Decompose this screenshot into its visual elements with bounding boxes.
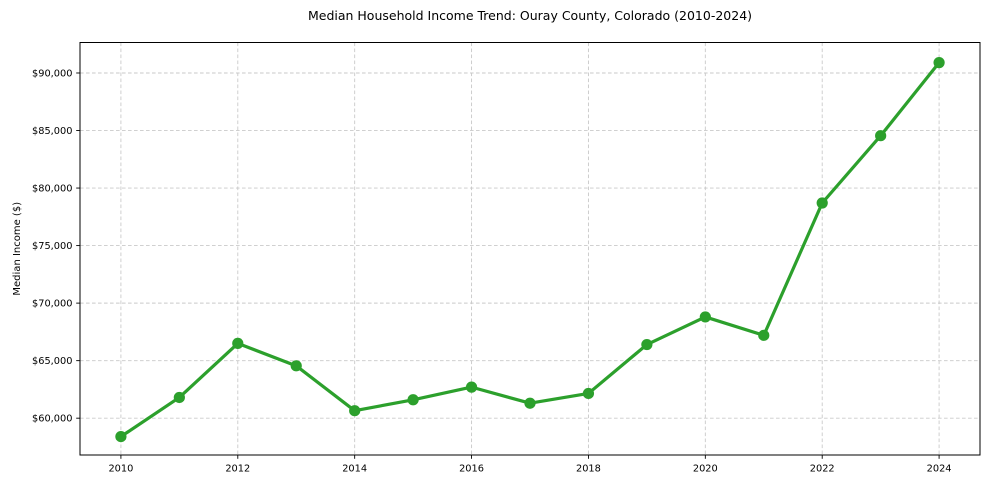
data-point-2017 (524, 397, 536, 409)
data-point-2018 (582, 387, 595, 400)
x-tick-label-2014: 2014 (342, 464, 367, 475)
data-point-2012 (232, 337, 244, 349)
data-point-2013 (290, 360, 302, 372)
data-point-2016 (465, 381, 478, 393)
data-point-2022 (816, 197, 828, 209)
chart-title: Median Household Income Trend: Ouray Cou… (308, 8, 752, 23)
gridlines (80, 42, 980, 455)
data-point-2014 (349, 405, 361, 417)
x-tick-label-2022: 2022 (810, 464, 835, 475)
y-tick-label-65000: $65,000 (32, 356, 73, 367)
x-tick-label-2016: 2016 (459, 464, 484, 475)
data-point-2019 (641, 338, 653, 351)
axes: 2010 2012 2014 2016 2018 2020 2022 2024 $60,000 $… (32, 42, 981, 475)
y-tick-label-80000: $80,000 (32, 183, 73, 194)
x-tick-label-2012: 2012 (225, 464, 250, 475)
line-series (115, 57, 945, 443)
y-tick-label-85000: $85,000 (32, 126, 73, 137)
plot-border (79, 42, 981, 456)
y-tick-label-70000: $70,000 (32, 299, 73, 310)
y-tick-label-90000: $90,000 (32, 68, 73, 79)
trend-line (119, 61, 941, 439)
data-point-2023 (875, 130, 887, 142)
data-point-2010 (115, 430, 127, 443)
data-point-2024 (933, 57, 945, 69)
data-point-2021 (758, 329, 770, 341)
x-tick-label-2010: 2010 (108, 464, 133, 475)
y-tick-label-60000: $60,000 (32, 414, 73, 425)
y-tick-label-75000: $75,000 (32, 241, 73, 252)
data-point-2015 (407, 394, 419, 406)
x-tick-label-2024: 2024 (927, 464, 952, 475)
data-point-2011 (173, 391, 185, 404)
data-point-2020 (699, 311, 711, 323)
x-tick-label-2018: 2018 (576, 464, 601, 475)
y-axis-label: Median Income ($) (12, 202, 23, 296)
x-tick-label-2020: 2020 (693, 464, 718, 475)
